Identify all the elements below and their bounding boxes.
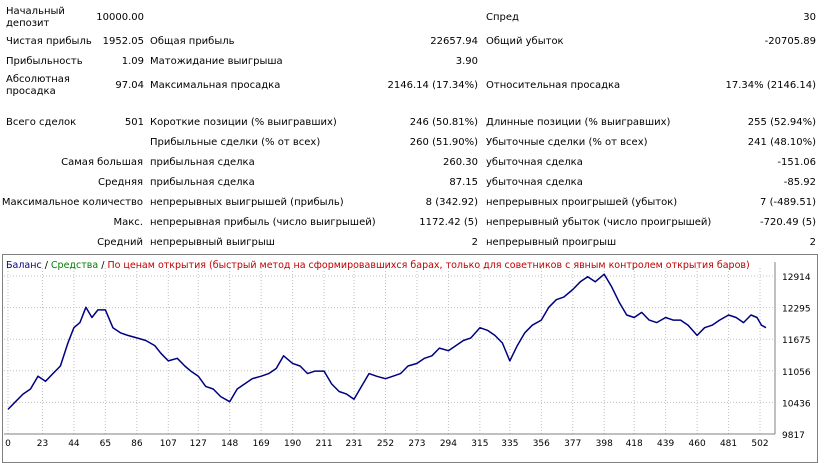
report-r6-c5: -151.06 bbox=[777, 157, 816, 168]
report-r4-c4: Длинные позиции (% выигравших) bbox=[486, 117, 671, 128]
report-r8-c0: Максимальное количество bbox=[1, 197, 143, 208]
legend-balance: Баланс bbox=[6, 260, 42, 271]
x-tick-label: 127 bbox=[190, 439, 207, 449]
x-tick-label: 418 bbox=[626, 439, 643, 449]
x-tick-label: 231 bbox=[345, 439, 362, 449]
report-r3-c5: 17.34% (2146.14) bbox=[725, 80, 816, 91]
report-r3-c1: 97.04 bbox=[115, 80, 144, 91]
y-tick-label: 12295 bbox=[782, 305, 811, 315]
y-tick-label: 10436 bbox=[782, 399, 811, 409]
report-r8-c5: 7 (-489.51) bbox=[760, 197, 816, 208]
report-r10-c4: непрерывный проигрыш bbox=[486, 237, 617, 248]
x-tick-label: 23 bbox=[37, 439, 48, 449]
report-r6-c4: убыточная сделка bbox=[486, 157, 583, 168]
report-r8-c3: 8 (342.92) bbox=[425, 197, 478, 208]
report-r3-c3: 2146.14 (17.34%) bbox=[387, 80, 478, 91]
report-r9-c4: непрерывный убыток (число проигрышей) bbox=[486, 217, 712, 228]
x-tick-label: 294 bbox=[440, 439, 457, 449]
report-r2-c2: Матожидание выигрыша bbox=[150, 56, 283, 67]
report-r7-c3: 87.15 bbox=[449, 177, 478, 188]
legend-separator: / bbox=[41, 260, 51, 271]
report-r0-c4: Спред bbox=[486, 12, 519, 23]
x-tick-label: 107 bbox=[160, 439, 177, 449]
report-r0-c1: 10000.00 bbox=[96, 12, 144, 23]
y-tick-label: 12914 bbox=[782, 273, 811, 283]
x-tick-label: 65 bbox=[100, 439, 111, 449]
report-r1-c1: 1952.05 bbox=[102, 36, 144, 47]
report-r3-c0: Абсолютная просадка bbox=[6, 74, 70, 97]
x-tick-label: 439 bbox=[657, 439, 674, 449]
report-r8-c4: непрерывных проигрышей (убыток) bbox=[486, 197, 678, 208]
report-r9-c3: 1172.42 (5) bbox=[419, 217, 478, 228]
x-tick-label: 315 bbox=[471, 439, 488, 449]
report-r9-c2: непрерывная прибыль (число выигрышей) bbox=[150, 217, 376, 228]
report-r10-c2: непрерывный выигрыш bbox=[150, 237, 275, 248]
report-r1-c2: Общая прибыль bbox=[150, 36, 235, 47]
report-r1-c3: 22657.94 bbox=[430, 36, 478, 47]
report-r10-c5: 2 bbox=[809, 237, 816, 248]
report-r1-c0: Чистая прибыль bbox=[6, 36, 92, 47]
report-r3-c2: Максимальная просадка bbox=[150, 80, 281, 91]
report-r0-c0: Начальный депозит bbox=[6, 6, 65, 29]
x-tick-label: 460 bbox=[689, 439, 706, 449]
x-tick-label: 44 bbox=[68, 439, 80, 449]
report-r7-c5: -85.92 bbox=[783, 177, 816, 188]
report-r4-c5: 255 (52.94%) bbox=[747, 117, 816, 128]
report-r4-c3: 246 (50.81%) bbox=[409, 117, 478, 128]
y-tick-label: 9817 bbox=[782, 431, 805, 441]
x-tick-label: 148 bbox=[221, 439, 238, 449]
report-r10-c3: 2 bbox=[471, 237, 478, 248]
report-r6-c2: прибыльная сделка bbox=[150, 157, 255, 168]
report-r5-c5: 241 (48.10%) bbox=[747, 137, 816, 148]
report-r10-c0: Средний bbox=[97, 237, 143, 248]
x-tick-label: 377 bbox=[564, 439, 581, 449]
report-r0-c5: 30 bbox=[803, 12, 816, 23]
legend-mode: По ценам открытия (быстрый метод на сфор… bbox=[107, 260, 750, 271]
report-r5-c2: Прибыльные сделки (% от всех) bbox=[150, 137, 321, 148]
report-r5-c3: 260 (51.90%) bbox=[409, 137, 478, 148]
balance-chart bbox=[2, 254, 818, 463]
report-r1-c4: Общий убыток bbox=[486, 36, 564, 47]
x-tick-label: 481 bbox=[720, 439, 737, 449]
x-tick-label: 190 bbox=[284, 439, 301, 449]
x-tick-label: 211 bbox=[315, 439, 332, 449]
legend-equity: Средства bbox=[50, 260, 99, 271]
x-tick-label: 335 bbox=[501, 439, 518, 449]
report-r7-c0: Средняя bbox=[98, 177, 143, 188]
x-tick-label: 0 bbox=[5, 439, 11, 449]
chart-legend: Баланс / Средства / По ценам открытия (б… bbox=[6, 260, 750, 271]
x-tick-label: 86 bbox=[131, 439, 143, 449]
x-tick-label: 273 bbox=[408, 439, 425, 449]
x-tick-label: 502 bbox=[751, 439, 768, 449]
x-tick-label: 356 bbox=[533, 439, 550, 449]
x-tick-label: 252 bbox=[377, 439, 394, 449]
report-r6-c3: 260.30 bbox=[443, 157, 478, 168]
report-r2-c1: 1.09 bbox=[121, 56, 144, 67]
x-tick-label: 398 bbox=[596, 439, 613, 449]
report-r9-c5: -720.49 (5) bbox=[760, 217, 816, 228]
report-r4-c0: Всего сделок bbox=[6, 117, 77, 128]
y-tick-label: 11056 bbox=[782, 368, 811, 378]
report-r2-c0: Прибыльность bbox=[6, 56, 83, 67]
report-r6-c0: Самая большая bbox=[61, 157, 143, 168]
report-r9-c0: Макс. bbox=[113, 217, 143, 228]
report-r4-c1: 501 bbox=[124, 117, 144, 128]
report-r1-c5: -20705.89 bbox=[764, 36, 816, 47]
report-r2-c3: 3.90 bbox=[455, 56, 478, 67]
balance-line bbox=[7, 273, 767, 410]
report-r7-c2: прибыльная сделка bbox=[150, 177, 255, 188]
legend-separator: / bbox=[98, 260, 108, 271]
report-r5-c4: Убыточные сделки (% от всех) bbox=[486, 137, 648, 148]
report-r3-c4: Относительная просадка bbox=[486, 80, 621, 91]
report-r4-c2: Короткие позиции (% выигравших) bbox=[150, 117, 337, 128]
y-tick-label: 11675 bbox=[782, 336, 811, 346]
report-r8-c2: непрерывных выигрышей (прибыль) bbox=[150, 197, 344, 208]
report-r7-c4: убыточная сделка bbox=[486, 177, 583, 188]
x-tick-label: 169 bbox=[253, 439, 270, 449]
